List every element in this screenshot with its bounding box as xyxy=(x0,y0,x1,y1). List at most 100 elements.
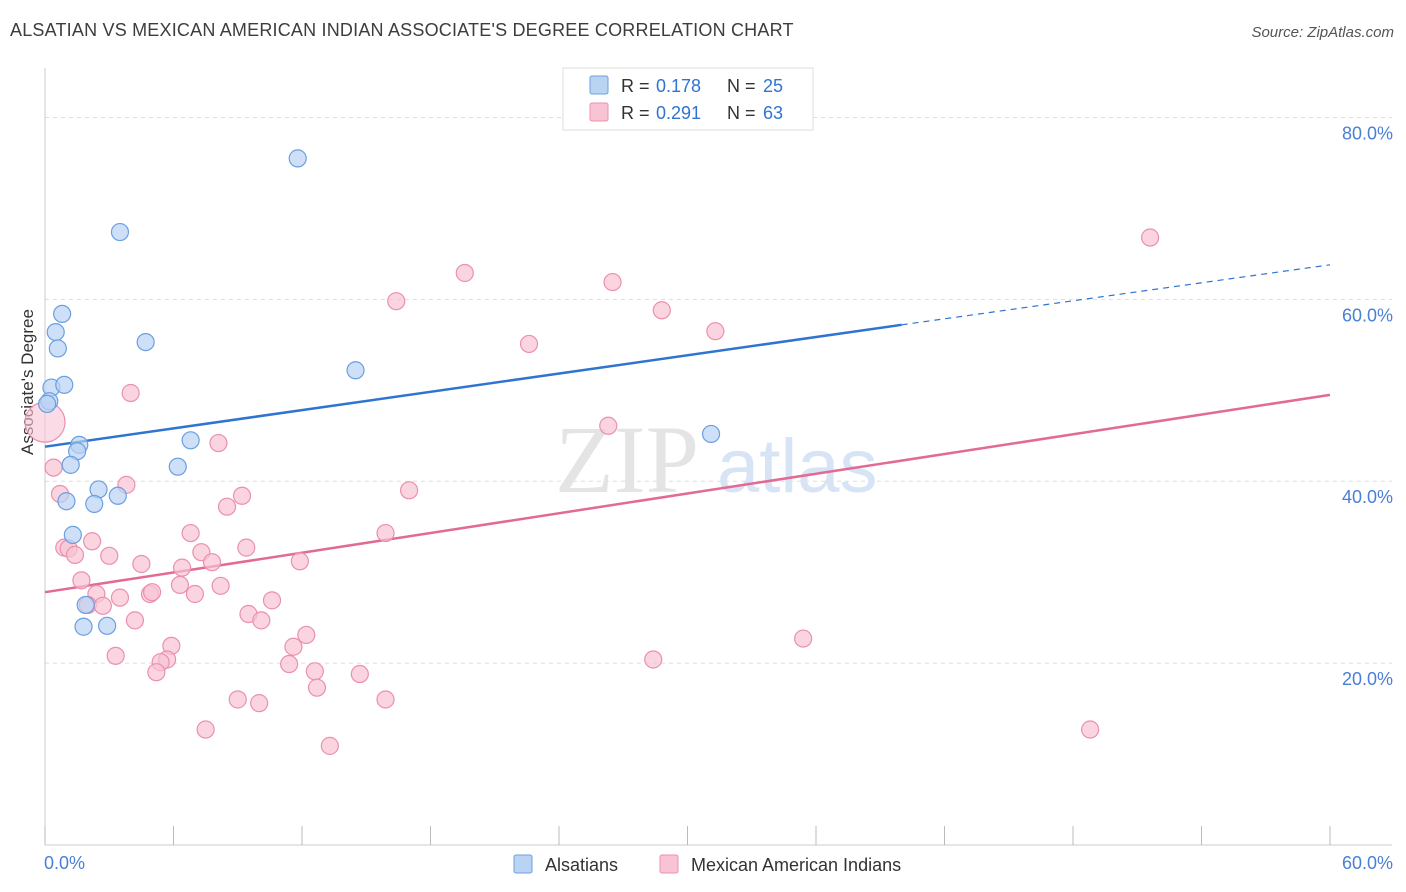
point-mexican-american-indians xyxy=(252,611,271,630)
tick-labels: 20.0% 40.0% 60.0% 80.0% 0.0% 60.0% xyxy=(44,123,1393,873)
point-mexican-american-indians xyxy=(202,553,222,572)
point-alsatians xyxy=(108,486,127,505)
legend-r-label-2: R = xyxy=(621,103,650,123)
axes xyxy=(44,68,1392,846)
point-mexican-american-indians xyxy=(284,637,303,656)
trend-line-alsatians-extension xyxy=(901,264,1331,326)
point-mexican-american-indians xyxy=(237,538,256,557)
point-alsatians xyxy=(288,149,307,168)
point-mexican-american-indians xyxy=(599,416,618,435)
point-mexican-american-indians xyxy=(350,664,369,684)
point-mexican-american-indians xyxy=(307,678,327,697)
chart-title: ALSATIAN VS MEXICAN AMERICAN INDIAN ASSO… xyxy=(10,20,794,40)
point-mexican-american-indians xyxy=(305,662,324,681)
point-mexican-american-indians xyxy=(519,334,539,354)
point-mexican-american-indians xyxy=(262,591,282,610)
legend-r-value-1: 0.178 xyxy=(656,76,701,96)
point-mexican-american-indians xyxy=(455,263,474,283)
point-alsatians xyxy=(168,457,187,476)
point-alsatians xyxy=(76,595,95,615)
y-tick-label: 40.0% xyxy=(1342,487,1393,507)
point-alsatians xyxy=(85,494,104,514)
point-mexican-american-indians xyxy=(196,720,215,739)
point-mexican-american-indians xyxy=(106,646,125,665)
legend-n-label-1: N = xyxy=(727,76,756,96)
trend-lines xyxy=(44,264,1331,594)
grid xyxy=(45,116,1392,664)
point-mexican-american-indians xyxy=(121,383,140,403)
point-mexican-american-indians xyxy=(1140,228,1160,247)
series-swatch-mexican-american-indians xyxy=(659,854,679,874)
legend-r-label-1: R = xyxy=(621,76,650,96)
source-label: Source: ZipAtlas.com xyxy=(1251,24,1394,41)
point-alsatians xyxy=(57,492,76,511)
series-label-alsatians: Alsatians xyxy=(545,855,618,875)
legend-n-value-2: 63 xyxy=(763,103,783,123)
legend-n-value-1: 25 xyxy=(763,76,783,96)
data-points xyxy=(24,149,1160,755)
trend-line-mexican-american-indians xyxy=(44,393,1331,594)
series-legend: Alsatians Mexican American Indians xyxy=(513,854,901,875)
point-alsatians xyxy=(53,304,72,324)
point-mexican-american-indians xyxy=(170,575,190,595)
point-mexican-american-indians xyxy=(132,554,151,574)
point-mexican-american-indians xyxy=(706,322,725,341)
watermark-atlas: atlas xyxy=(717,424,878,509)
point-mexican-american-indians xyxy=(110,588,130,607)
point-alsatians xyxy=(136,332,155,352)
point-alsatians xyxy=(61,455,80,474)
legend-swatch-blue xyxy=(589,75,609,95)
point-mexican-american-indians xyxy=(644,650,663,669)
point-alsatians xyxy=(46,322,65,342)
point-mexican-american-indians xyxy=(376,690,395,709)
point-mexican-american-indians xyxy=(250,694,269,713)
point-alsatians xyxy=(38,394,57,414)
point-mexican-american-indians xyxy=(181,523,200,543)
trend-line-alsatians xyxy=(44,323,902,448)
legend-r-value-2: 0.291 xyxy=(656,103,701,123)
point-alsatians xyxy=(55,375,74,394)
y-tick-label: 60.0% xyxy=(1342,305,1393,325)
point-mexican-american-indians xyxy=(83,532,102,551)
point-mexican-american-indians xyxy=(142,583,162,602)
point-mexican-american-indians xyxy=(794,629,813,648)
point-alsatians xyxy=(63,525,82,544)
point-mexican-american-indians xyxy=(93,596,112,615)
point-mexican-american-indians xyxy=(232,486,252,505)
point-mexican-american-indians xyxy=(387,292,406,311)
point-mexican-american-indians xyxy=(44,458,63,477)
point-mexican-american-indians xyxy=(65,545,85,564)
y-tick-label: 20.0% xyxy=(1342,669,1393,689)
point-mexican-american-indians xyxy=(211,576,230,595)
series-swatch-alsatians xyxy=(513,854,533,874)
series-label-mexican-american-indians: Mexican American Indians xyxy=(691,855,901,875)
point-mexican-american-indians xyxy=(280,654,299,674)
point-alsatians xyxy=(346,361,365,380)
legend-n-label-2: N = xyxy=(727,103,756,123)
point-mexican-american-indians xyxy=(1081,720,1100,739)
point-mexican-american-indians xyxy=(172,558,192,577)
point-mexican-american-indians xyxy=(147,663,166,682)
point-mexican-american-indians xyxy=(290,552,309,571)
x-tick-label: 0.0% xyxy=(44,853,85,873)
point-mexican-american-indians xyxy=(125,611,145,630)
point-mexican-american-indians xyxy=(185,584,205,604)
point-mexican-american-indians xyxy=(376,523,395,543)
point-mexican-american-indians xyxy=(320,736,339,755)
point-mexican-american-indians xyxy=(209,433,228,453)
watermark-zip: ZIP xyxy=(555,406,699,513)
point-alsatians xyxy=(48,339,67,358)
point-mexican-american-indians xyxy=(297,625,316,645)
point-alsatians xyxy=(74,617,93,636)
point-mexican-american-indians xyxy=(72,571,91,590)
point-mexican-american-indians xyxy=(100,546,119,565)
point-mexican-american-indians xyxy=(228,690,247,709)
point-alsatians xyxy=(110,222,130,242)
point-mexican-american-indians xyxy=(652,301,671,320)
legend-swatch-pink xyxy=(589,102,609,122)
x-tick-label: 60.0% xyxy=(1342,853,1393,873)
point-alsatians xyxy=(701,424,721,444)
point-mexican-american-indians xyxy=(603,272,622,292)
point-alsatians xyxy=(181,431,200,450)
